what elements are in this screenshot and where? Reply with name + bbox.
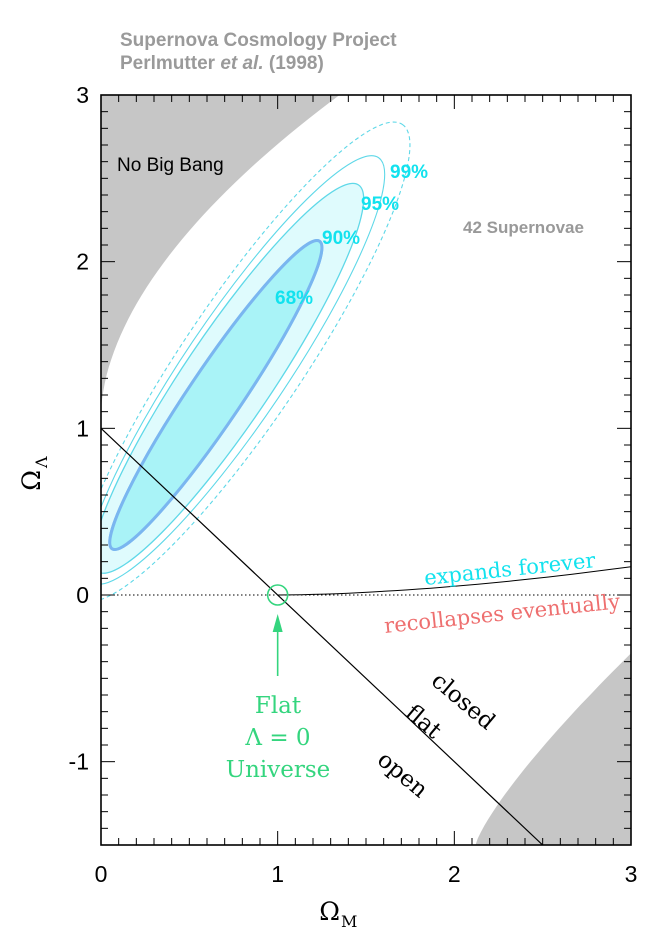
y-axis-label: ΩΛ (17, 456, 51, 491)
x-tick-label: 2 (448, 861, 461, 887)
x-tick-label: 0 (95, 861, 108, 887)
x-tick-label: 1 (271, 861, 284, 887)
flat-universe-line (101, 427, 544, 845)
header-author: Perlmutter (120, 53, 216, 74)
recollapses-label: recollapses eventually (383, 589, 621, 638)
contour-label-68: 68% (275, 288, 313, 309)
expands-forever-label: expands forever (423, 548, 597, 590)
flat-lambda0-label-1: Flat (255, 693, 302, 719)
flat-lambda0-label-3: Universe (226, 757, 331, 783)
expansion-boundary-curve (277, 566, 631, 596)
no-big-bang-region (101, 95, 340, 415)
header-year: (1998) (268, 53, 324, 74)
contour-95pct (101, 155, 386, 585)
flat-lambda0-arrowhead (272, 614, 283, 632)
flat-lambda0-marker (266, 584, 289, 606)
x-axis-label: Ω (319, 897, 340, 926)
contour-99pct (101, 121, 411, 602)
y-tick-label: 3 (76, 82, 89, 108)
y-tick-label: 1 (76, 415, 89, 441)
contour-label-90: 90% (322, 228, 360, 249)
flat-lambda0-label-2: Λ = 0 (244, 725, 310, 751)
contour-label-95: 95% (361, 194, 399, 215)
sample-size-label: 42 Supernovae (463, 218, 584, 237)
y-axis-label-main: Ω (17, 470, 46, 491)
no-big-bang-label: No Big Bang (117, 155, 224, 176)
header-etal: et al. (220, 53, 264, 74)
y-axis-label-sub: Λ (32, 456, 51, 469)
flat-label: flat (400, 700, 447, 745)
x-axis-label-sub: M (341, 912, 357, 931)
open-label: open (372, 747, 433, 804)
header-line-1: Supernova Cosmology Project (120, 30, 397, 51)
header-line-2: Perlmutter et al. (1998) (120, 53, 324, 75)
y-tick-label: 0 (76, 582, 89, 608)
x-tick-label: 3 (625, 861, 638, 887)
y-tick-label: 2 (76, 249, 89, 275)
contour-label-99: 99% (390, 162, 428, 183)
y-tick-label: -1 (69, 749, 89, 775)
lower-exclusion-region (475, 653, 631, 845)
contour-68pct-fill (108, 239, 324, 551)
